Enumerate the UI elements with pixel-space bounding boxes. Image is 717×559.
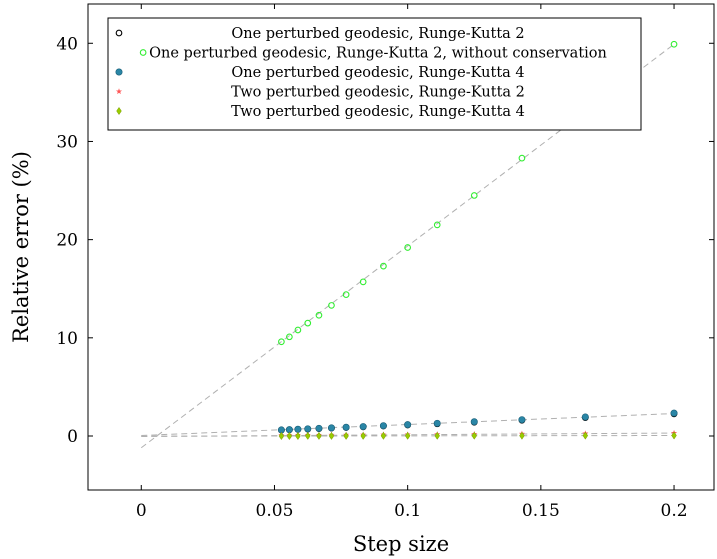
data-point-series-5 (471, 431, 477, 440)
data-point-series-5 (434, 431, 440, 440)
x-tick-label: 0.1 (394, 501, 421, 521)
data-point-series-5 (380, 431, 387, 440)
data-point-series-3 (404, 421, 412, 429)
x-axis-label: Step size (353, 532, 449, 556)
data-point-series-5 (671, 431, 677, 440)
legend-label: Two perturbed geodesic, Runge-Kutta 4 (231, 104, 525, 120)
x-tick-label: 0.2 (661, 501, 688, 521)
data-point-series-3 (470, 418, 478, 426)
data-point-series-3 (285, 426, 293, 434)
data-point-series-2 (518, 154, 526, 162)
trend-line-1 (140, 43, 675, 449)
axis-ticks: 0 0.05 0.1 0.15 0.2 0 10 20 30 40 (56, 4, 714, 521)
data-point-series-2 (404, 244, 412, 251)
legend-marker-series-2 (139, 49, 147, 56)
data-point-series-2 (342, 291, 350, 298)
legend-label: Two perturbed geodesic, Runge-Kutta 2 (231, 85, 525, 101)
data-point-series-3 (433, 419, 441, 427)
y-tick-label: 10 (56, 329, 78, 349)
x-tick-label: 0.05 (256, 501, 294, 521)
data-point-series-2 (286, 333, 293, 341)
data-point-series-2 (380, 262, 387, 270)
data-point-series-2 (294, 326, 302, 334)
data-point-series-2 (315, 311, 323, 319)
legend-marker-series-3 (115, 68, 123, 76)
data-point-series-5 (286, 431, 293, 441)
data-point-series-3 (342, 423, 350, 431)
data-point-series-5 (295, 431, 301, 441)
legend-box (107, 17, 642, 131)
data-point-series-3 (518, 416, 526, 424)
data-point-series-2 (278, 338, 285, 346)
data-point-series-5 (582, 431, 589, 440)
legend-marker-series-4 (115, 88, 123, 95)
y-axis-label: Relative error (%) (9, 151, 33, 343)
y-tick-label: 30 (56, 132, 78, 152)
legend-label: One perturbed geodesic, Runge-Kutta 2 (231, 26, 524, 42)
data-point-series-5 (316, 431, 322, 440)
data-point-series-3 (670, 409, 678, 417)
legend-label: One perturbed geodesic, Runge-Kutta 4 (231, 65, 524, 81)
data-point-series-3 (294, 425, 302, 433)
y-tick-label: 20 (56, 231, 78, 251)
data-point-series-3 (359, 423, 367, 431)
data-point-series-2 (670, 40, 678, 48)
legend-marker-series-1 (115, 29, 123, 37)
legend-marker-series-5 (116, 106, 122, 116)
data-point-series-5 (519, 431, 525, 440)
y-tick-label: 0 (67, 427, 78, 447)
data-point-series-3 (379, 422, 387, 430)
data-point-series-3 (304, 425, 312, 433)
x-tick-label: 0.15 (522, 501, 560, 521)
data-point-series-3 (315, 424, 323, 432)
data-point-series-5 (278, 431, 285, 441)
data-point-series-5 (343, 431, 349, 440)
data-point-series-2 (433, 221, 441, 229)
data-point-series-5 (360, 431, 366, 440)
legend: One perturbed geodesic, Runge-Kutta 2 One… (107, 17, 642, 131)
data-point-series-2 (328, 302, 335, 309)
y-tick-label: 40 (56, 34, 78, 54)
data-point-series-3 (581, 413, 589, 421)
data-point-series-2 (359, 278, 367, 286)
data-point-series-5 (404, 431, 411, 440)
x-tick-label: 0 (136, 501, 147, 521)
data-point-series-2 (470, 192, 478, 199)
data-point-series-3 (327, 424, 335, 432)
data-point-series-2 (304, 319, 312, 327)
data-point-series-5 (305, 431, 311, 440)
data-point-series-5 (328, 431, 335, 440)
plot-frame (87, 3, 715, 491)
legend-label: One perturbed geodesic, Runge-Kutta 2, w… (149, 46, 607, 62)
